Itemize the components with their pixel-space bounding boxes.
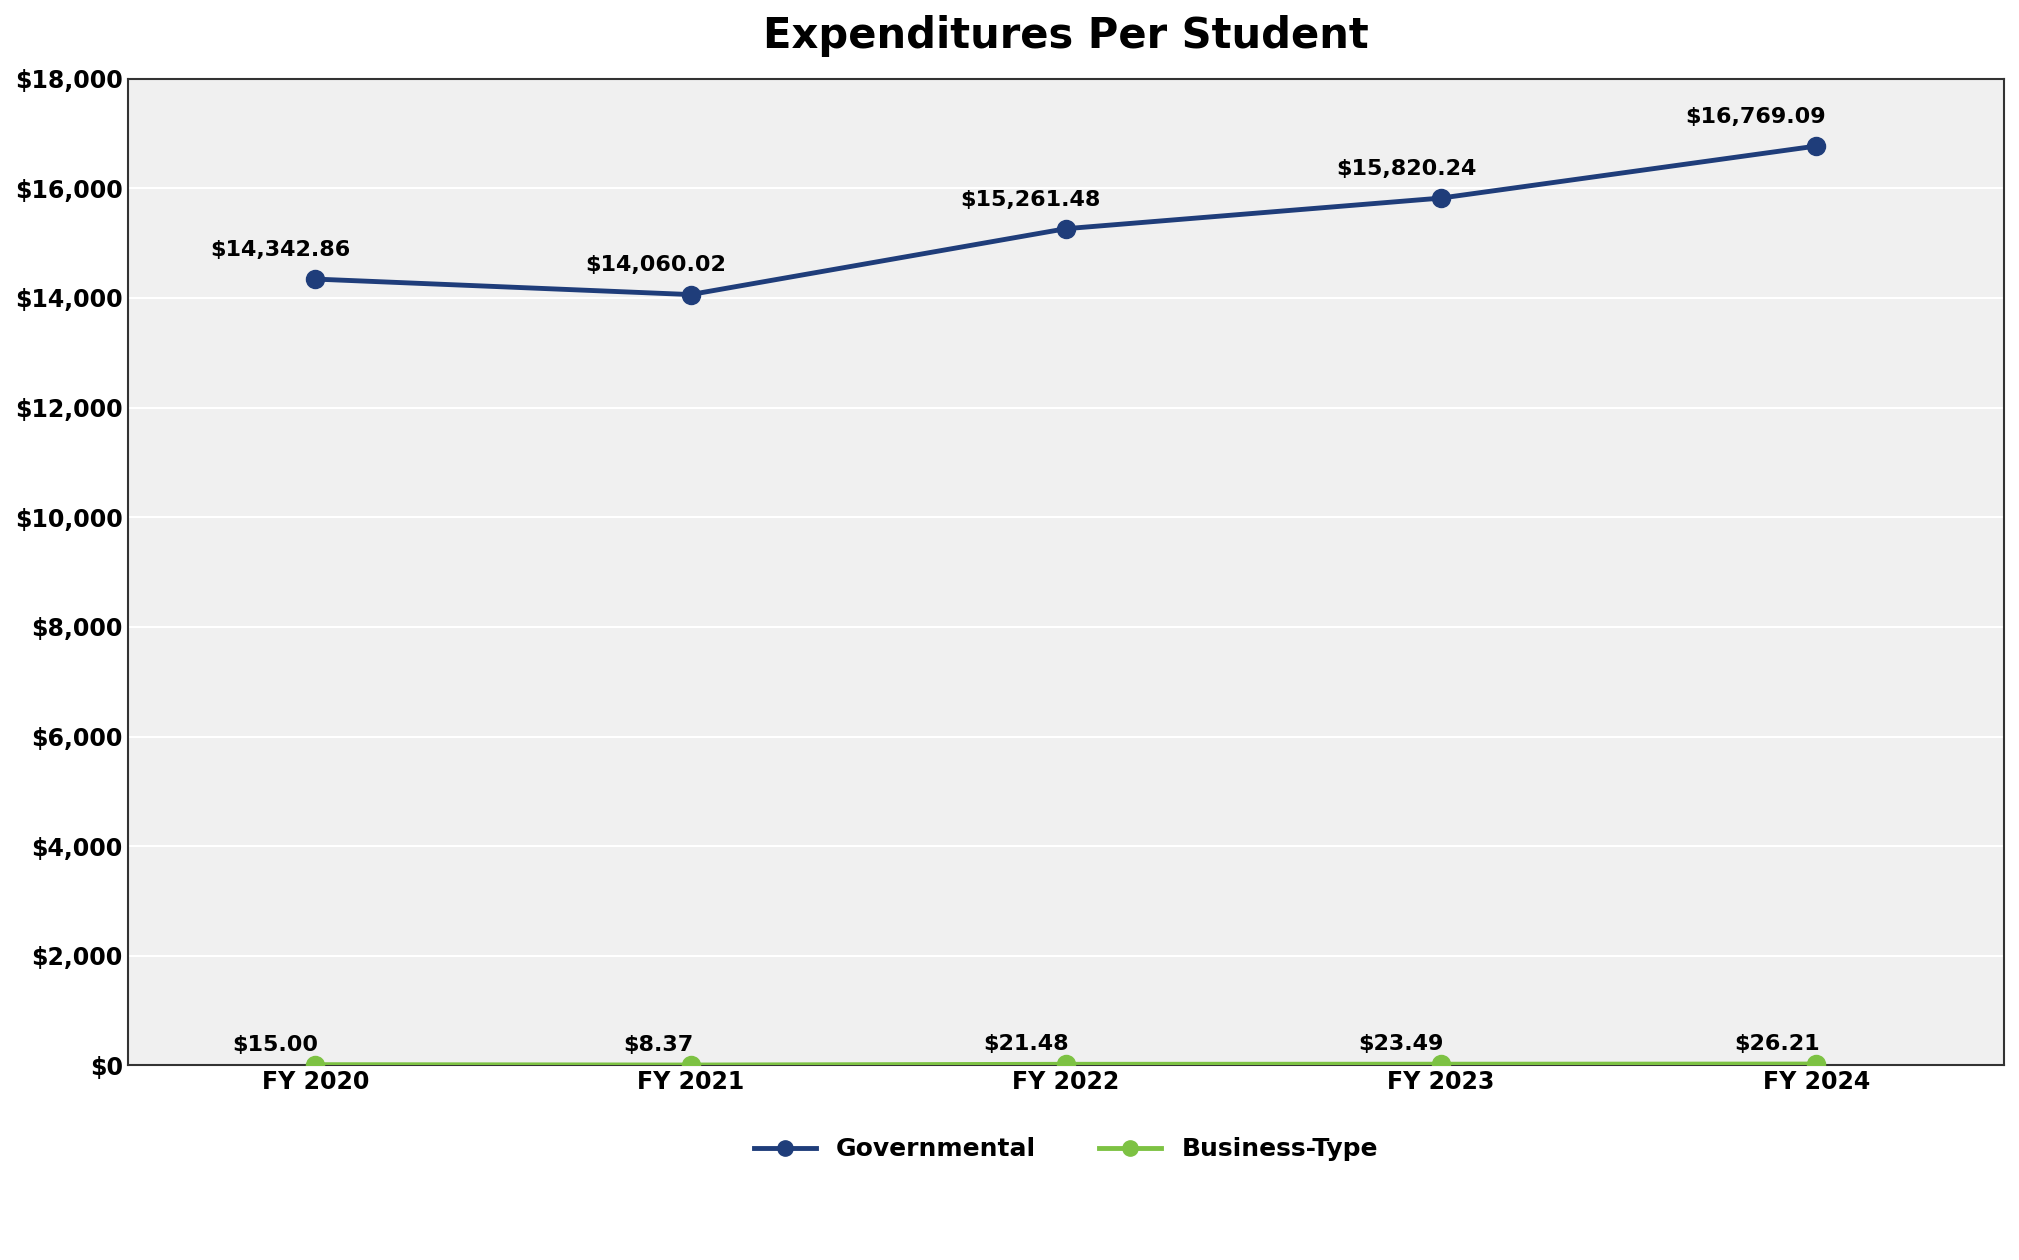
Text: $15,820.24: $15,820.24 bbox=[1337, 159, 1476, 179]
Business-Type bbox=[1805, 1056, 1829, 1071]
Text: $23.49: $23.49 bbox=[1359, 1034, 1444, 1055]
Governmental bbox=[303, 271, 327, 286]
Text: $21.48: $21.48 bbox=[983, 1034, 1068, 1055]
Governmental bbox=[1429, 190, 1454, 205]
Text: $8.37: $8.37 bbox=[624, 1036, 693, 1055]
Governmental bbox=[1054, 222, 1078, 237]
Business-Type bbox=[1429, 1057, 1454, 1072]
Line: Governmental: Governmental bbox=[307, 137, 1825, 304]
Text: $15,261.48: $15,261.48 bbox=[961, 189, 1100, 209]
Legend: Governmental, Business-Type: Governmental, Business-Type bbox=[743, 1128, 1387, 1172]
Business-Type bbox=[303, 1057, 327, 1072]
Text: $15.00: $15.00 bbox=[232, 1034, 319, 1055]
Business-Type bbox=[678, 1057, 703, 1072]
Line: Business-Type: Business-Type bbox=[307, 1055, 1825, 1074]
Title: Expenditures Per Student: Expenditures Per Student bbox=[763, 15, 1369, 57]
Text: $16,769.09: $16,769.09 bbox=[1686, 107, 1825, 127]
Governmental bbox=[1805, 139, 1829, 154]
Text: $14,342.86: $14,342.86 bbox=[210, 239, 351, 260]
Governmental bbox=[678, 287, 703, 302]
Text: $26.21: $26.21 bbox=[1734, 1034, 1819, 1055]
Text: $14,060.02: $14,060.02 bbox=[586, 256, 727, 276]
Business-Type bbox=[1054, 1057, 1078, 1072]
